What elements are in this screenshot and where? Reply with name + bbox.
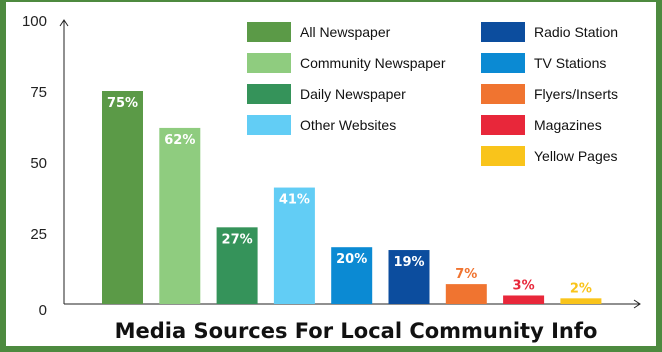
bar-daily-newspaper bbox=[216, 227, 258, 304]
y-axis-arrow bbox=[59, 19, 69, 27]
bar-other-websites bbox=[273, 187, 315, 304]
bars bbox=[102, 91, 602, 304]
bar-magazines bbox=[503, 295, 545, 304]
bar-value-label: 27% bbox=[222, 232, 253, 247]
chart-title: Media Sources For Local Community Info bbox=[115, 319, 598, 343]
y-tick-label: 75 bbox=[30, 84, 47, 101]
bar-value-label: 7% bbox=[455, 267, 477, 282]
legend-label: Community Newspaper bbox=[300, 55, 446, 71]
legend-swatch bbox=[481, 53, 525, 73]
bar-radio-station bbox=[388, 250, 430, 304]
legend-label: Radio Station bbox=[534, 24, 618, 40]
bar-flyers-inserts bbox=[445, 284, 487, 304]
bar-yellow-pages bbox=[560, 298, 602, 304]
y-tick-label: 50 bbox=[30, 155, 47, 172]
legend-label: TV Stations bbox=[534, 55, 606, 71]
bar-value-label: 75% bbox=[107, 96, 138, 111]
legend-label: All Newspaper bbox=[300, 24, 391, 40]
bar-value-label: 3% bbox=[513, 278, 535, 293]
legend-label: Yellow Pages bbox=[534, 148, 618, 164]
bar-value-label: 2% bbox=[570, 281, 592, 296]
bar-value-label: 62% bbox=[164, 133, 195, 148]
legend-swatch bbox=[247, 115, 291, 135]
y-tick-label: 0 bbox=[39, 302, 47, 319]
legend-label: Flyers/Inserts bbox=[534, 86, 618, 102]
bar-value-label: 20% bbox=[336, 252, 367, 267]
bar-value-label: 19% bbox=[393, 255, 424, 270]
y-tick-label: 25 bbox=[30, 226, 47, 243]
y-axis-ticks: 0 25 50 75 100 bbox=[22, 13, 47, 319]
bar-value-label: 41% bbox=[279, 193, 310, 208]
bar-community-newspaper bbox=[159, 127, 201, 304]
legend-swatch bbox=[481, 146, 525, 166]
legend-swatch bbox=[481, 22, 525, 42]
bar-all-newspaper bbox=[102, 91, 143, 304]
legend-label: Magazines bbox=[534, 117, 602, 133]
bar-tv-stations bbox=[331, 247, 373, 304]
y-tick-label: 100 bbox=[22, 13, 47, 30]
legend-swatch bbox=[481, 84, 525, 104]
legend-swatch bbox=[247, 53, 291, 73]
legend-label: Daily Newspaper bbox=[300, 86, 406, 102]
legend-swatch bbox=[247, 22, 291, 42]
legend-label: Other Websites bbox=[300, 117, 396, 133]
legend-swatch bbox=[481, 115, 525, 135]
legend-swatch bbox=[247, 84, 291, 104]
x-axis-arrow bbox=[633, 299, 641, 309]
legend: All Newspaper Community Newspaper Daily Ne… bbox=[247, 22, 618, 166]
bar-labels: 75% 62% 27% 41% 20% 19% 7% 3% 2% bbox=[107, 96, 592, 296]
